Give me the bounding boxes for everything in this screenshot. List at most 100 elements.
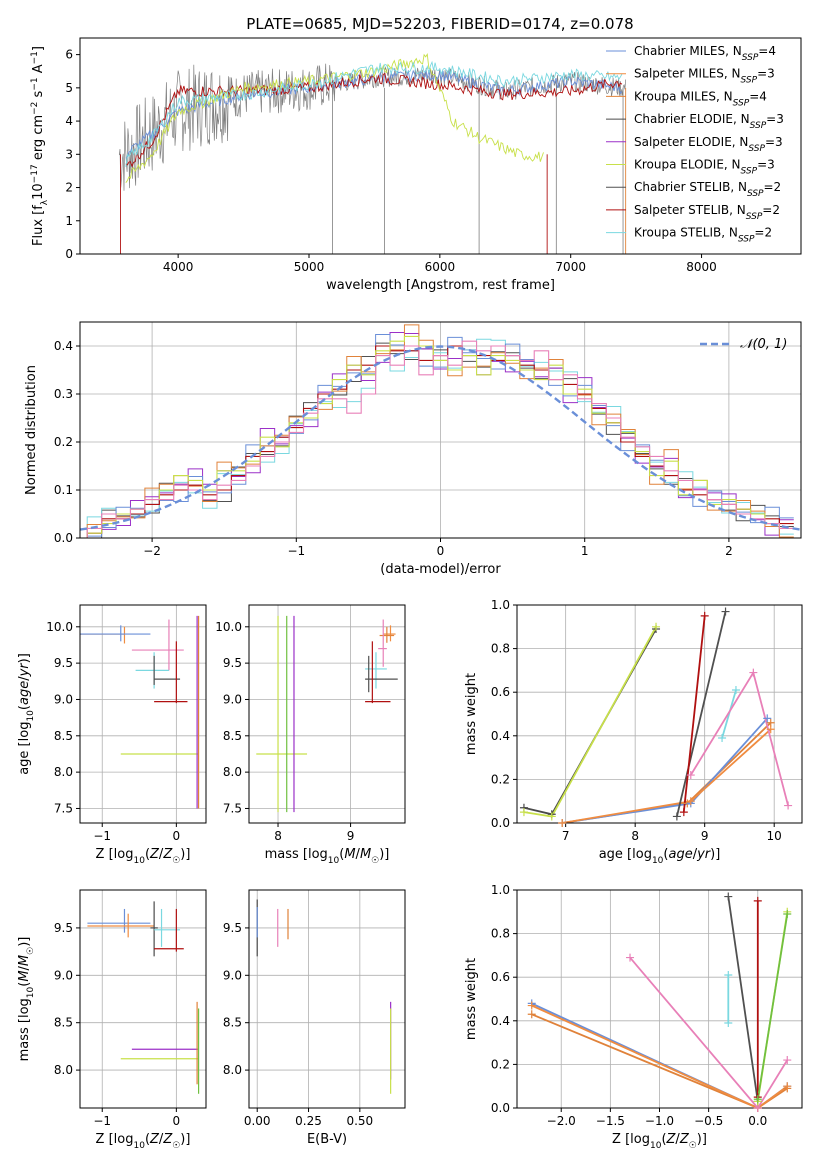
axes-frame	[79, 889, 207, 1109]
x-axis-label: Z [log10(Z/Z☉)]	[96, 1132, 191, 1151]
x-tick-label: 0	[173, 829, 181, 843]
weight-marker	[724, 892, 733, 901]
weight-marker	[527, 1010, 536, 1019]
y-tick-label: 0.8	[491, 927, 510, 941]
figure-title: PLATE=0685, MJD=52203, FIBERID=0174, z=0…	[246, 15, 633, 33]
weight-marker	[626, 953, 635, 962]
x-tick-label: −2.0	[547, 1114, 576, 1128]
weight-marker	[527, 1001, 536, 1010]
x-axis-label: wavelength [Angstrom, rest frame]	[326, 278, 555, 293]
y-tick-label: 0.0	[491, 1101, 510, 1115]
spectrum-model-0	[125, 69, 623, 159]
weight-marker	[731, 686, 740, 695]
y-tick-label: 8.5	[54, 729, 73, 743]
spectrum-model-2	[125, 52, 544, 183]
y-tick-label: 9.0	[54, 692, 73, 706]
plot-area	[80, 615, 200, 809]
weight-line-3	[562, 717, 768, 823]
x-tick-label: −2	[143, 544, 161, 558]
weight-line-6	[629, 957, 789, 1108]
y-tick-label: 8.0	[54, 1063, 73, 1077]
y-tick-label: 8.0	[223, 765, 242, 779]
weight-marker	[686, 771, 695, 780]
y-tick-label: 0.4	[491, 1014, 510, 1028]
weight-marker	[721, 607, 730, 616]
x-tick-label: 0.0	[748, 1114, 767, 1128]
x-tick-label: 5000	[294, 260, 325, 274]
plot-area	[256, 615, 398, 813]
y-tick-label: 8.0	[223, 1063, 242, 1077]
x-tick-label: 9	[347, 829, 355, 843]
y-axis-label: mass weight	[464, 673, 479, 755]
y-tick-label: 1	[65, 214, 73, 228]
y-tick-label: 0.6	[491, 685, 510, 699]
x-tick-label: 1	[581, 544, 589, 558]
y-tick-label: 0.2	[491, 1057, 510, 1071]
chart-panel-4: 7 8 9 10 0.0 0.2 0.4 0.6 0.8 1.0 age [log10(age/yr…	[464, 598, 803, 866]
y-tick-label: 5	[65, 81, 73, 95]
axes-frame	[79, 37, 802, 255]
legend-label: Salpeter ELODIE, NSSP=3	[634, 135, 783, 154]
legend-label: 𝒩(0, 1)	[740, 337, 787, 352]
x-tick-label: 8000	[686, 260, 717, 274]
y-tick-label: 0.4	[491, 729, 510, 743]
weight-line-2	[531, 1004, 788, 1108]
chart-panel-1: −2 −1 0 1 2 0.0 0.1 0.2 0.3 0.4 𝒩(0, 1) (data-model…	[24, 321, 802, 577]
x-tick-label: −1.0	[645, 1114, 674, 1128]
y-tick-label: 6	[65, 48, 73, 62]
legend-label: Kroupa STELIB, NSSP=2	[634, 226, 772, 245]
x-tick-label: −0.5	[694, 1114, 723, 1128]
y-axis-label: mass weight	[464, 958, 479, 1040]
weight-line-1	[523, 626, 657, 818]
plot-area	[531, 896, 789, 1108]
histogram-1	[86, 335, 794, 538]
weight-marker	[700, 611, 709, 620]
x-tick-label: 0	[173, 1114, 181, 1128]
legend-label: Salpeter MILES, NSSP=3	[634, 67, 775, 86]
y-axis-label: age [log10(age/yr)]	[17, 653, 36, 775]
axes-frame	[248, 889, 406, 1109]
weight-marker	[679, 808, 688, 817]
weight-marker	[672, 812, 681, 821]
weight-marker	[783, 1082, 792, 1091]
weight-line-3	[727, 896, 759, 1102]
chart-panel-2: −1 0 7.5 8.0 8.5 9.0 9.5 10.0 Z [log10(Z/Z☉)] age…	[17, 604, 207, 866]
axes-frame	[79, 604, 207, 824]
y-tick-label: 9.0	[223, 968, 242, 982]
y-tick-label: 0	[65, 247, 73, 261]
weight-line-0	[523, 628, 657, 816]
weight-marker	[749, 668, 758, 677]
x-axis-label: E(B-V)	[307, 1132, 347, 1147]
x-axis-label: Z [log10(Z/Z☉)]	[612, 1132, 707, 1151]
y-tick-label: 4	[65, 114, 73, 128]
plot-area	[256, 899, 392, 1094]
x-axis-label: mass [log10(M/M☉)]	[265, 847, 390, 866]
chart-panel-5: −1 0 8.0 8.5 9.0 9.5 Z [log10(Z/Z☉)] mass [log1…	[17, 889, 207, 1151]
spectrum-data	[118, 63, 627, 191]
x-tick-label: 7	[562, 829, 570, 843]
histogram-extra	[87, 342, 794, 538]
y-tick-label: 0.4	[54, 339, 73, 353]
y-tick-label: 1.0	[491, 883, 510, 897]
y-tick-label: 8.0	[54, 765, 73, 779]
x-tick-label: 0	[437, 544, 445, 558]
plot-area	[80, 324, 801, 538]
x-axis-label: (data-model)/error	[380, 562, 501, 577]
plot-area	[523, 611, 789, 823]
y-tick-label: 7.5	[54, 801, 73, 815]
weight-line-1	[531, 1013, 788, 1108]
y-axis-label: Flux [fλ10−17 erg cm−2 s−1 A−1]	[30, 46, 50, 246]
weight-line-6	[682, 615, 706, 813]
x-tick-label: −1	[287, 544, 305, 558]
weight-marker	[686, 797, 695, 806]
weight-marker	[784, 801, 793, 810]
y-tick-label: 9.5	[223, 921, 242, 935]
x-tick-label: 7000	[555, 260, 586, 274]
y-axis-label: mass [log10(M/M☉)]	[17, 937, 36, 1062]
x-tick-label: 2	[725, 544, 733, 558]
x-tick-label: −1.5	[596, 1114, 625, 1128]
legend-label: Salpeter STELIB, NSSP=2	[634, 203, 780, 222]
weight-line-4	[562, 728, 772, 823]
legend-label: Kroupa ELODIE, NSSP=3	[634, 158, 775, 177]
